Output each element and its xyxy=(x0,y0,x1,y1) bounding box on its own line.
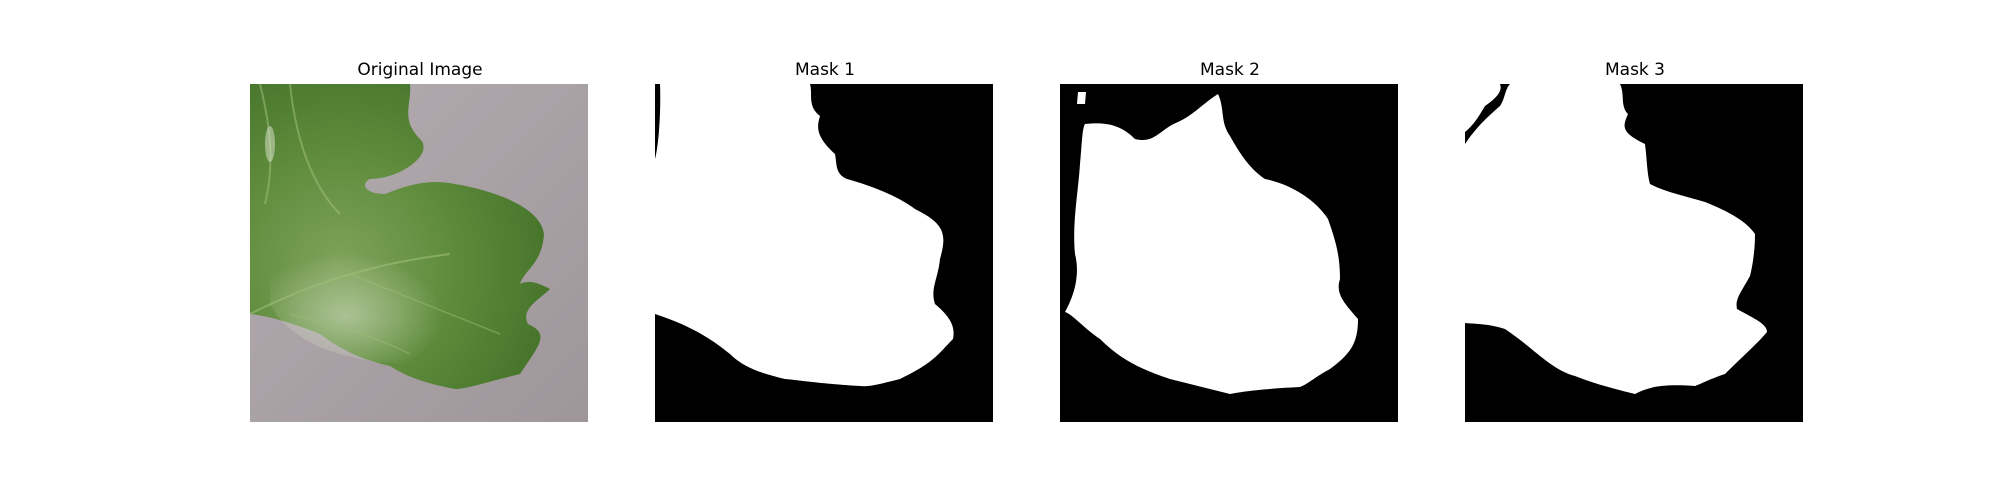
mask-2-region xyxy=(1065,94,1358,394)
mask-3-corner-blob xyxy=(1465,84,1501,132)
mask-2-title: Mask 2 xyxy=(1199,60,1260,80)
mask-2-panel: Mask 2 xyxy=(1060,59,1400,422)
powdery-mildew-patch xyxy=(270,226,487,364)
mask-3-region xyxy=(1465,84,1767,394)
mask-1-image xyxy=(655,84,993,422)
leaf-vein-main xyxy=(250,253,451,315)
mask-3-panel: Mask 3 xyxy=(1465,59,1805,422)
mask-1-region xyxy=(655,84,954,387)
mask-2-image xyxy=(1060,84,1398,422)
mask-2-speck xyxy=(1077,92,1086,104)
leaf-vein-lower xyxy=(289,273,501,355)
mask-3-title: Mask 3 xyxy=(1604,60,1665,80)
original-leaf-photo xyxy=(250,84,588,422)
original-image-panel: Original Image xyxy=(250,59,590,422)
original-image-title: Original Image xyxy=(357,60,483,80)
mask-1-panel: Mask 1 xyxy=(655,59,995,422)
leaf-highlight xyxy=(265,126,275,162)
mask-3-image xyxy=(1465,84,1803,422)
mask-1-title: Mask 1 xyxy=(794,60,855,80)
